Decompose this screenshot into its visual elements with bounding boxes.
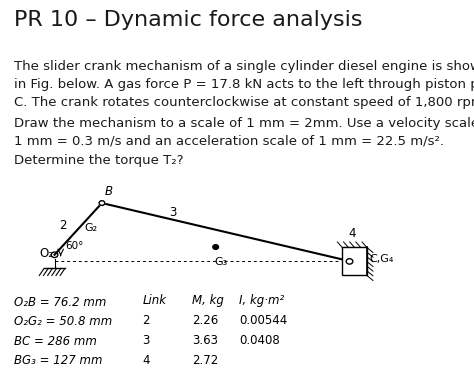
Text: I, kg·m²: I, kg·m²: [239, 294, 284, 307]
Text: O₂: O₂: [39, 247, 54, 260]
Text: 3.63: 3.63: [192, 334, 218, 347]
Text: 60°: 60°: [65, 241, 83, 251]
Circle shape: [213, 245, 219, 249]
Text: M, kg: M, kg: [192, 294, 224, 307]
Text: PR 10 – Dynamic force analysis: PR 10 – Dynamic force analysis: [14, 10, 363, 30]
Text: Draw the mechanism to a scale of 1 mm = 2mm. Use a velocity scale of
1 mm = 0.3 : Draw the mechanism to a scale of 1 mm = …: [14, 117, 474, 148]
Text: G₂: G₂: [84, 223, 98, 233]
Text: 3: 3: [142, 334, 150, 347]
Text: 4: 4: [348, 227, 356, 240]
Text: 2.26: 2.26: [192, 314, 218, 327]
Text: BC = 286 mm: BC = 286 mm: [14, 335, 97, 347]
Text: O₂B = 76.2 mm: O₂B = 76.2 mm: [14, 296, 107, 308]
Text: 3: 3: [169, 206, 177, 219]
Text: 0.00544: 0.00544: [239, 314, 288, 327]
Text: 2: 2: [59, 219, 67, 231]
Bar: [342, 247, 367, 275]
Text: BG₃ = 127 mm: BG₃ = 127 mm: [14, 354, 103, 367]
Text: 2: 2: [142, 314, 150, 327]
Text: G₃: G₃: [215, 257, 228, 267]
Circle shape: [99, 201, 105, 205]
Text: Link: Link: [142, 294, 166, 307]
Text: The slider crank mechanism of a single cylinder diesel engine is shown
in Fig. b: The slider crank mechanism of a single c…: [14, 60, 474, 109]
Text: Determine the torque T₂?: Determine the torque T₂?: [14, 154, 184, 166]
Text: 2.72: 2.72: [192, 354, 218, 367]
Text: 0.0408: 0.0408: [239, 334, 280, 347]
Text: C,G₄: C,G₄: [369, 254, 393, 264]
Text: 4: 4: [142, 354, 150, 367]
Text: B: B: [104, 185, 112, 198]
Text: O₂G₂ = 50.8 mm: O₂G₂ = 50.8 mm: [14, 315, 112, 328]
Circle shape: [346, 259, 353, 264]
